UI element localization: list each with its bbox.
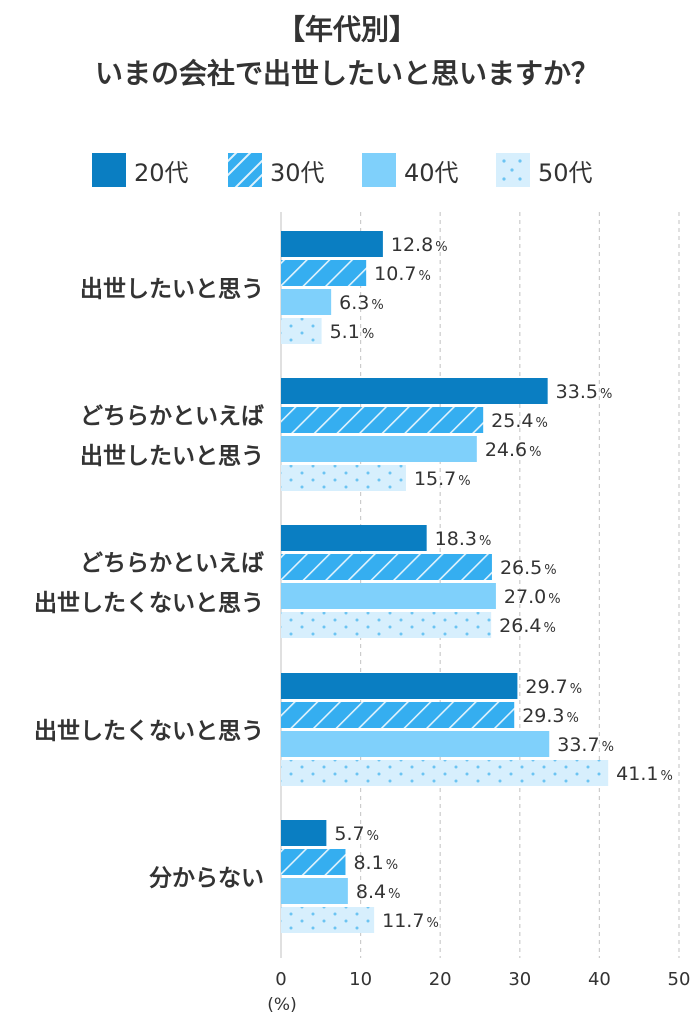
bar-40s-4 — [281, 878, 348, 904]
value-label: 41.1% — [616, 763, 673, 785]
legend-label-20s: 20代 — [134, 158, 189, 187]
legend-item-50s: 50代 — [496, 150, 593, 190]
value-label: 29.7% — [525, 676, 582, 698]
x-tick-label: 10 — [349, 969, 372, 990]
chart-title-line-1: 【年代別】 — [276, 13, 417, 46]
axis-layer: 0 10 20 30 40 50 (%) — [267, 969, 690, 1015]
x-tick-label: 30 — [508, 969, 531, 990]
bar-30s-1 — [281, 407, 484, 433]
legend-swatch-50s — [496, 153, 530, 187]
bar-30s-2 — [281, 554, 492, 580]
value-label: 8.4% — [356, 881, 401, 903]
value-label: 29.3% — [522, 705, 579, 727]
bar-20s-3 — [281, 673, 518, 699]
category-label: 出世したいと思う — [80, 277, 264, 303]
value-label: 33.5% — [556, 381, 613, 403]
legend-swatch-40s — [362, 153, 396, 187]
category-label: 出世したくないと思う — [34, 591, 264, 617]
bar-30s-4 — [281, 849, 346, 875]
legend-item-20s: 20代 — [92, 150, 189, 190]
value-label: 5.7% — [334, 823, 379, 845]
value-label: 26.5% — [500, 557, 557, 579]
x-tick-label: 0 — [275, 969, 286, 990]
value-label: 18.3% — [435, 528, 492, 550]
bar-20s-0 — [281, 231, 383, 257]
legend-label-30s: 30代 — [270, 158, 325, 187]
legend-label-50s: 50代 — [538, 158, 593, 187]
bar-20s-2 — [281, 525, 427, 551]
category-label: 出世したいと思う — [80, 444, 264, 470]
legend-item-30s: 30代 — [228, 150, 325, 190]
value-label: 8.1% — [353, 852, 398, 874]
bar-30s-0 — [281, 260, 367, 286]
category-label: 分からない — [149, 866, 264, 892]
bar-20s-1 — [281, 378, 548, 404]
x-tick-label: 50 — [668, 969, 691, 990]
value-label: 5.1% — [330, 321, 375, 343]
x-axis-unit: (%) — [267, 995, 296, 1015]
bar-50s-2 — [281, 612, 492, 638]
bar-50s-4 — [281, 907, 375, 933]
value-label: 10.7% — [374, 263, 431, 285]
legend-label-40s: 40代 — [404, 158, 459, 187]
bar-20s-4 — [281, 820, 327, 846]
bar-40s-3 — [281, 731, 550, 757]
value-label: 12.8% — [391, 234, 448, 256]
value-label: 11.7% — [382, 910, 439, 932]
value-label: 15.7% — [414, 468, 471, 490]
bars-layer — [281, 231, 609, 933]
value-label: 33.7% — [557, 734, 614, 756]
value-label: 27.0% — [504, 586, 561, 608]
bar-40s-0 — [281, 289, 332, 315]
bar-50s-0 — [281, 318, 322, 344]
chart-title-line-2: いまの会社で出世したいと思いますか？ — [94, 57, 599, 90]
legend-swatch-30s — [228, 153, 262, 187]
x-tick-label: 20 — [429, 969, 452, 990]
category-label: 出世したくないと思う — [34, 719, 264, 745]
bar-50s-1 — [281, 465, 406, 491]
value-label: 25.4% — [491, 410, 548, 432]
bar-40s-1 — [281, 436, 477, 462]
legend: 20代 30代 40代 50代 — [0, 150, 694, 190]
category-label: どちらかといえば — [80, 551, 264, 577]
bar-40s-2 — [281, 583, 496, 609]
bar-50s-3 — [281, 760, 609, 786]
legend-swatch-20s — [92, 153, 126, 187]
x-tick-label: 40 — [588, 969, 611, 990]
value-label: 26.4% — [499, 615, 556, 637]
value-label: 6.3% — [339, 292, 384, 314]
value-label: 24.6% — [485, 439, 542, 461]
labels-layer: 出世したいと思うどちらかといえば出世したいと思うどちらかといえば出世したくないと… — [34, 234, 673, 932]
bar-30s-3 — [281, 702, 515, 728]
legend-item-40s: 40代 — [362, 150, 459, 190]
category-label: どちらかといえば — [80, 404, 264, 430]
